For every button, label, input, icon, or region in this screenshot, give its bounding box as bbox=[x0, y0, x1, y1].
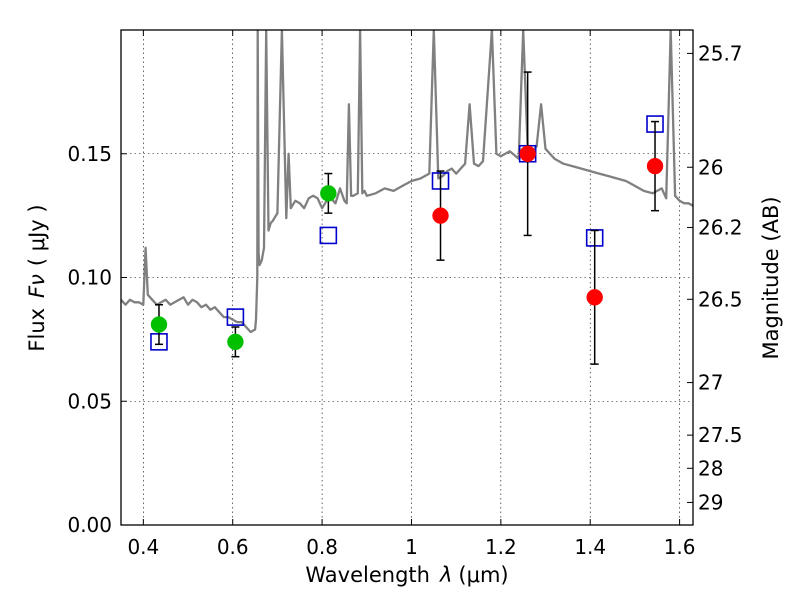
axis-ticks: 0.4 0.6 0.8 1 1.2 1.4 1.6 0.00 0.05 0.10 0.15 25.7 2… bbox=[67, 30, 743, 559]
mag-tick-label: 27.5 bbox=[698, 423, 743, 447]
y-axis-label: FluxFν( μJy ) bbox=[25, 204, 49, 351]
grid-lines bbox=[121, 30, 693, 526]
mag-tick-label: 26.2 bbox=[698, 215, 743, 239]
x-tick-label: 0.4 bbox=[127, 535, 159, 559]
x-tick-label: 1.6 bbox=[664, 535, 696, 559]
observed-nir-point bbox=[432, 207, 449, 224]
x-tick-label: 1 bbox=[405, 535, 418, 559]
y-tick-label: 0.10 bbox=[67, 266, 112, 290]
observed-optical-point bbox=[150, 316, 168, 333]
mag-tick-label: 26.5 bbox=[698, 287, 743, 311]
observed-nir-point bbox=[586, 289, 603, 306]
right-axis-label: Magnitude (AB) bbox=[759, 196, 783, 359]
model-flux-square bbox=[319, 226, 338, 245]
observed-nir-point bbox=[519, 145, 536, 162]
model-spectrum-layer bbox=[121, 30, 693, 334]
x-tick-label: 1.2 bbox=[485, 535, 517, 559]
mag-tick-label: 25.7 bbox=[698, 41, 743, 65]
data-points-layer bbox=[150, 71, 664, 365]
x-axis-label: Wavelength λ (μm) bbox=[305, 563, 508, 587]
model-flux-square bbox=[226, 308, 245, 326]
mag-tick-label: 27 bbox=[698, 371, 723, 395]
mag-tick-label: 26 bbox=[698, 155, 723, 179]
x-tick-label: 1.4 bbox=[574, 535, 606, 559]
observed-optical-point bbox=[227, 333, 244, 351]
y-tick-label: 0.15 bbox=[67, 142, 112, 166]
mag-tick-label: 29 bbox=[698, 490, 723, 514]
y-tick-label: 0.05 bbox=[67, 389, 112, 413]
model-spectrum-line bbox=[121, 30, 693, 334]
y-tick-label: 0.00 bbox=[67, 513, 112, 537]
observed-nir-point bbox=[646, 157, 664, 175]
mag-tick-label: 28 bbox=[698, 456, 723, 480]
x-tick-label: 0.6 bbox=[217, 535, 249, 559]
x-tick-label: 0.8 bbox=[306, 535, 338, 559]
observed-optical-point bbox=[320, 185, 337, 202]
